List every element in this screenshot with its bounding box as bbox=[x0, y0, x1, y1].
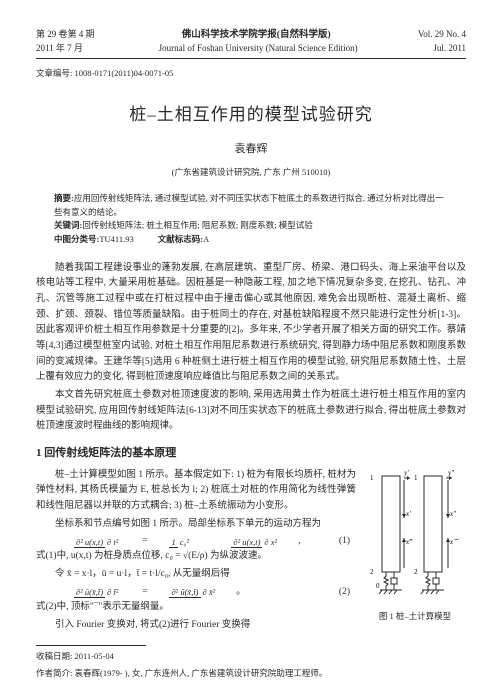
page-header: 第 29 卷第 4 期 佛山科学技术学院学报(自然科学版) Vol. 29 No… bbox=[36, 28, 466, 59]
abstract-text: 应用回传射线矩阵法, 通过模型试验, 对不同压实状态下桩底土的系数进行拟合, 通… bbox=[54, 193, 444, 217]
abstract-block: 摘要:应用回传射线矩阵法, 通过模型试验, 对不同压实状态下桩底土的系数进行拟合… bbox=[36, 192, 466, 246]
comma: , bbox=[279, 534, 300, 549]
eq1-number: (1) bbox=[320, 534, 356, 549]
eq1-rhs-num: ∂² u(x,t) bbox=[231, 537, 262, 548]
equation-1: ∂² u(x,t)∂ t² = 1c₀² ∂² u(x,t)∂ x² , (1) bbox=[36, 534, 356, 549]
intro-para-2: 本文首先研究桩底土参数对桩顶速度波的影响, 采用选用黄土作为桩底土进行桩土相互作… bbox=[36, 388, 466, 435]
x-3prime: x‴ bbox=[405, 538, 413, 546]
line-2a: 式(1)中, u(x,t) 为桩身质点位移, c₀ = √(E/ρ) 为纵波波速… bbox=[36, 549, 356, 565]
equation-2: ∂² ū(x̄,t̄)∂ t̄² = ∂² ū(x̄,t̄)∂ x̄² 。 (2… bbox=[36, 585, 356, 600]
journal-cn: 佛山科学技术学院学报(自然科学版) bbox=[182, 28, 331, 42]
article-id: 文章编号: 1008-0171(2011)04-0071-05 bbox=[36, 67, 466, 80]
node-0: 0 bbox=[376, 582, 380, 590]
clc: TU411.93 bbox=[99, 234, 133, 244]
eq2-rhs-num: ∂² ū(x̄,t̄) bbox=[169, 587, 200, 598]
x-dprime: x″ bbox=[449, 510, 456, 518]
x-prime: x′ bbox=[405, 510, 411, 518]
footer-rule bbox=[36, 645, 146, 646]
figure-1-caption: 图 1 桩–土计算模型 bbox=[364, 610, 466, 623]
principle-intro: 桩–土计算模型如图 1 所示。基本假定如下: 1) 桩为有限长均质杆, 桩材为弹… bbox=[36, 468, 356, 515]
journal-en: Journal of Foshan University (Natural Sc… bbox=[159, 42, 358, 56]
pile-soil-diagram: 1 1 2 2 y′ y″ x′ x″ x‴ x⁗ 0 bbox=[364, 468, 464, 603]
line-3: 式(2)中, 顶标"¯"表示无量纲量。 bbox=[36, 600, 356, 616]
date-en: Jul. 2011 bbox=[433, 42, 466, 56]
period: 。 bbox=[217, 585, 246, 600]
line-2b: 令 x̄ = x·l，ū = u·l，t̄ = t·l/c₀, 从无量纲后得 bbox=[36, 567, 356, 583]
y-prime: y′ bbox=[403, 469, 409, 477]
equals-sign-2: = bbox=[120, 585, 150, 600]
keywords-text: 回传射线矩阵法; 桩土相互作用; 阻尼系数; 刚度系数; 模型试验 bbox=[82, 220, 312, 230]
eq2-lhs-num: ∂² ū(x̄,t̄) bbox=[74, 587, 105, 598]
x-4prime: x⁗ bbox=[449, 538, 459, 546]
date-cn: 2011 年 7 月 bbox=[36, 42, 83, 56]
received-date: 收稿日期: 2011-05-04 bbox=[36, 650, 466, 663]
figure-1: 1 1 2 2 y′ y″ x′ x″ x‴ x⁗ 0 bbox=[364, 468, 466, 623]
equals-sign: = bbox=[120, 534, 150, 549]
node-2b: 2 bbox=[414, 568, 418, 576]
eq1-lhs-den: ∂ t² bbox=[105, 537, 120, 547]
affiliation: (广东省建筑设计研究院, 广东 广州 510010) bbox=[36, 166, 466, 179]
eq1-coef-num: 1 bbox=[169, 537, 177, 548]
paper-title: 桩–土相互作用的模型试验研究 bbox=[36, 102, 466, 128]
eq1-lhs-num: ∂² u(x,t) bbox=[74, 537, 105, 548]
line-4: 引入 Fourier 变换对, 将式(2)进行 Fourier 变换得 bbox=[36, 618, 356, 634]
node-2: 2 bbox=[370, 568, 374, 576]
doc-label: 文献标志码: bbox=[158, 234, 203, 244]
eq1-rhs-den: ∂ x² bbox=[262, 537, 279, 547]
intro-para-1: 随着我国工程建设事业的蓬勃发展, 在高层建筑、重型厂房、桥梁、港口码头、海上采油… bbox=[36, 261, 466, 386]
eq2-number: (2) bbox=[320, 585, 356, 600]
keywords-label: 关键词: bbox=[54, 220, 82, 230]
author: 袁春辉 bbox=[36, 141, 466, 158]
y-dprime: y″ bbox=[447, 469, 454, 477]
abstract-label: 摘要: bbox=[54, 193, 74, 203]
eq2-lhs-den: ∂ t̄² bbox=[105, 587, 120, 597]
eq2-rhs-den: ∂ x̄² bbox=[201, 587, 218, 597]
vol-en: Vol. 29 No. 4 bbox=[418, 28, 466, 42]
header-rule bbox=[36, 58, 466, 59]
node-1b: 1 bbox=[414, 474, 418, 482]
vol-cn: 第 29 卷第 4 期 bbox=[36, 28, 95, 42]
clc-label: 中图分类号: bbox=[54, 234, 99, 244]
section-1-heading: 1 回传射线矩阵法的基本原理 bbox=[36, 445, 466, 462]
eq1-coef-den: c₀² bbox=[178, 537, 191, 547]
author-bio: 作者简介: 袁春辉(1979- ), 女, 广东连州人, 广东省建筑设计研究院助… bbox=[36, 667, 466, 680]
doc-code: A bbox=[203, 234, 209, 244]
coord-line: 坐标系和节点编号如图 1 所示。局部坐标系下单元的运动方程为 bbox=[36, 517, 356, 533]
principle-block: 桩–土计算模型如图 1 所示。基本假定如下: 1) 桩为有限长均质杆, 桩材为弹… bbox=[36, 468, 466, 636]
node-1: 1 bbox=[370, 474, 374, 482]
